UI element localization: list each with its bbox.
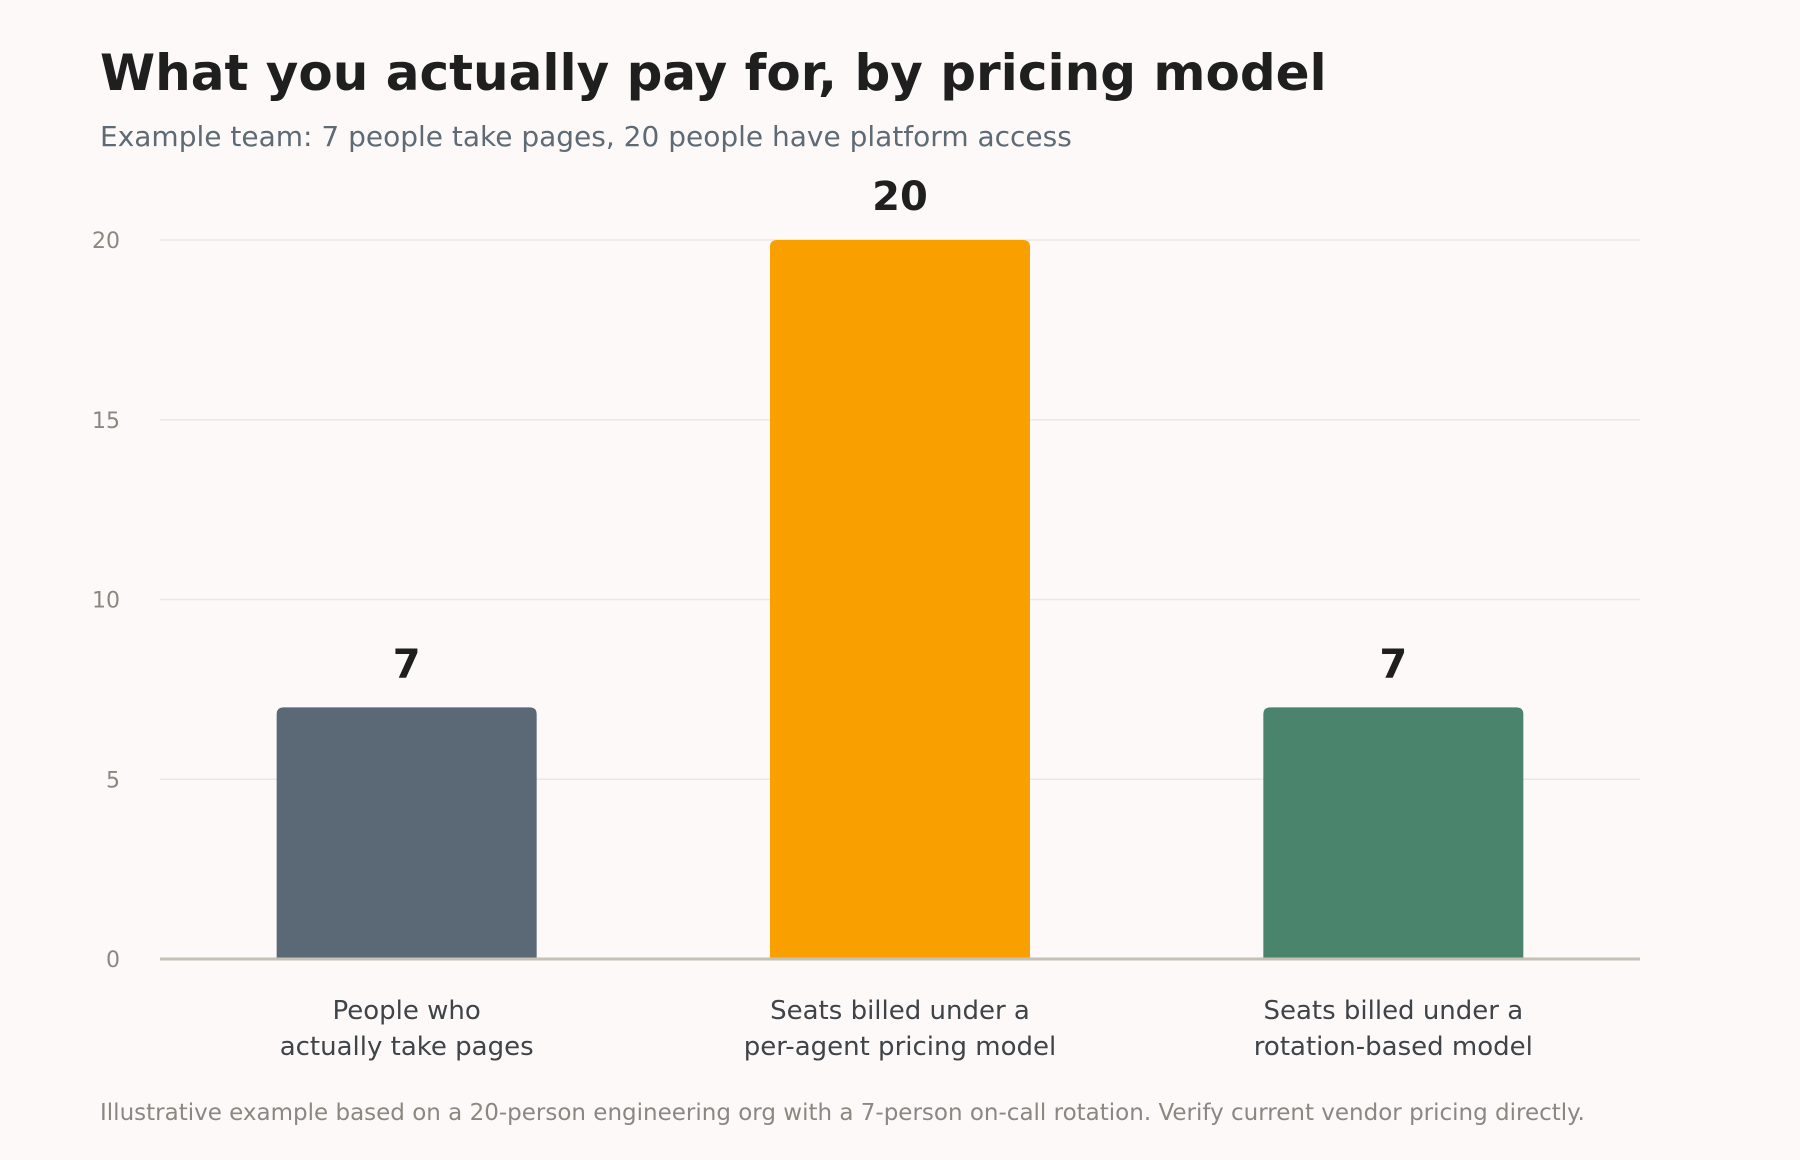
x-tick-label: Seats billed under a [770, 996, 1030, 1026]
y-tick-label: 20 [92, 229, 120, 254]
x-tick-label: actually take pages [280, 1032, 534, 1062]
footnote: Illustrative example based on a 20-perso… [100, 1100, 1585, 1126]
y-tick-label: 10 [92, 589, 120, 614]
y-tick-label: 0 [106, 948, 120, 973]
y-axis-ticks: 0 5 10 15 20 [92, 229, 120, 973]
y-tick-label: 15 [92, 409, 120, 434]
value-labels: 7 20 7 [393, 174, 1408, 687]
bar [770, 240, 1030, 959]
value-label: 7 [393, 641, 421, 687]
y-tick-label: 5 [106, 768, 120, 793]
bars [276, 240, 1524, 959]
chart-title: What you actually pay for, by pricing mo… [100, 44, 1327, 102]
x-tick-label: per-agent pricing model [744, 1032, 1056, 1062]
value-label: 7 [1379, 641, 1407, 687]
value-label: 20 [872, 174, 928, 220]
x-tick-label: People who [333, 996, 481, 1026]
x-axis-category-labels: People who actually take pages Seats bille… [280, 996, 1533, 1062]
x-tick-label: Seats billed under a [1263, 996, 1523, 1026]
x-tick-label: rotation-based model [1254, 1032, 1533, 1062]
bar [1263, 707, 1524, 959]
bar [276, 707, 537, 959]
chart-subtitle: Example team: 7 people take pages, 20 pe… [100, 120, 1072, 153]
